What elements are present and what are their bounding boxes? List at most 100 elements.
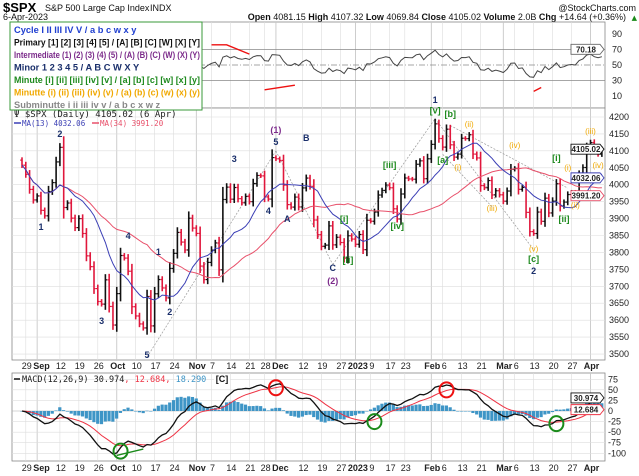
price-axis-label: 4200 bbox=[609, 112, 629, 122]
price-bar bbox=[471, 129, 475, 160]
date-axis-label: 12 bbox=[299, 463, 309, 473]
rsi-axis-label: 30 bbox=[612, 76, 622, 86]
macd-histogram-bar bbox=[187, 396, 191, 411]
date-axis-label: 27 bbox=[568, 463, 578, 473]
rsi-axis-label: 90 bbox=[612, 29, 622, 39]
macd-histogram-bar bbox=[535, 411, 539, 418]
macd-histogram-bar bbox=[103, 411, 107, 422]
price-bar bbox=[228, 183, 233, 204]
macd-histogram-bar bbox=[387, 402, 392, 411]
macd-histogram-bar bbox=[259, 406, 263, 411]
open-value: 4081.15 bbox=[273, 12, 306, 22]
wave-label-minor: C bbox=[330, 263, 337, 273]
wave-label-minute: [ii] bbox=[558, 214, 569, 224]
c-label-bg bbox=[214, 374, 230, 385]
price-bar bbox=[437, 119, 441, 143]
date-axis-label: Nov bbox=[189, 361, 206, 371]
macd-histogram-bar bbox=[39, 411, 43, 417]
macd-histogram-bar bbox=[50, 411, 54, 414]
macd-histogram-bar bbox=[296, 411, 301, 418]
macd-histogram-bar bbox=[171, 400, 176, 411]
legend-intermediate: Intermediate (1) (2) (3) (4) (5) / (A) (… bbox=[14, 50, 200, 60]
date-axis-label: 10 bbox=[132, 463, 142, 473]
date-axis-label: 24 bbox=[170, 361, 180, 371]
macd-histogram-bar bbox=[494, 411, 498, 421]
price-axis-label: 3500 bbox=[609, 349, 629, 359]
wave-label-minutte: (iv) bbox=[593, 161, 604, 170]
macd-histogram-bar bbox=[300, 411, 304, 417]
date-axis-label: 17 bbox=[151, 361, 161, 371]
date-axis-label: Dec bbox=[272, 463, 289, 473]
legend-subminutte: Subminutte i ii iii iv v / a b c x w z bbox=[14, 100, 161, 110]
price-bar bbox=[118, 247, 123, 302]
date-axis-label: 13 bbox=[458, 463, 468, 473]
ma13-label: MA(13) 4032.06 bbox=[22, 119, 86, 128]
macd-histogram-bar bbox=[566, 408, 570, 411]
price-bar bbox=[501, 191, 506, 205]
date-axis-label: Oct bbox=[110, 463, 125, 473]
macd-histogram-bar bbox=[232, 401, 236, 411]
macd-signal-circle bbox=[112, 442, 129, 460]
price-bar bbox=[39, 191, 43, 215]
legend-primary: Primary [1] [2] [3] [4] [5] / [A] [B] [C… bbox=[14, 38, 200, 48]
ma13-tag-value: 4032.06 bbox=[572, 174, 601, 183]
wave-label-minor: 4 bbox=[266, 206, 271, 216]
wave-label-minor: A bbox=[284, 214, 291, 224]
price-axis-label: 3700 bbox=[609, 281, 629, 291]
macd-axis-label: -50 bbox=[608, 427, 621, 437]
price-bar bbox=[323, 242, 327, 249]
wave-trendline bbox=[442, 154, 493, 207]
price-axis-label: 3600 bbox=[609, 315, 629, 325]
macd-histogram-bar bbox=[126, 407, 130, 411]
macd-signal-circle bbox=[366, 413, 383, 431]
macd-histogram-bar bbox=[179, 396, 183, 411]
price-bar bbox=[42, 207, 47, 219]
wave-label-minutte: (ii) bbox=[465, 120, 474, 129]
macd-histogram-bar bbox=[99, 411, 104, 425]
price-bar bbox=[387, 182, 392, 191]
macd-tag: 30.974 bbox=[570, 392, 605, 404]
price-bar bbox=[190, 214, 195, 232]
macd-histogram-bar bbox=[137, 411, 141, 413]
price-bar bbox=[156, 275, 161, 298]
macd-histogram-bar bbox=[202, 406, 206, 411]
macd-histogram-bar bbox=[478, 411, 483, 418]
price-bar bbox=[149, 290, 153, 333]
macd-histogram-bar bbox=[425, 405, 430, 411]
ma13-tag-box bbox=[570, 172, 605, 184]
date-axis-label: 13 bbox=[530, 463, 540, 473]
ma34-line bbox=[21, 164, 602, 279]
macd-histogram-bar bbox=[107, 411, 111, 422]
signal-tag-box bbox=[570, 404, 605, 416]
price-bar bbox=[399, 188, 403, 225]
price-bar bbox=[141, 321, 146, 331]
price-bar bbox=[168, 261, 172, 305]
date-axis-label: 21 bbox=[245, 361, 255, 371]
signal-tag: 12.684 bbox=[570, 404, 605, 416]
legend-minutte: Minutte (i) (ii) (iii) (iv) (v) / (a) (b… bbox=[14, 88, 200, 98]
wave-legend-box bbox=[9, 21, 203, 111]
price-bar bbox=[84, 228, 89, 262]
macd-histogram-bar bbox=[361, 411, 365, 414]
price-bar bbox=[361, 230, 365, 255]
price-axis-label: 3800 bbox=[609, 247, 629, 257]
ma13-tag: 4032.06 bbox=[570, 172, 605, 184]
price-bar bbox=[353, 236, 358, 248]
price-bar bbox=[194, 225, 199, 237]
wave-label-minute: [iv] bbox=[390, 221, 404, 231]
date-axis-label: 27 bbox=[336, 361, 346, 371]
price-bar bbox=[247, 193, 252, 205]
price-bar bbox=[111, 301, 115, 330]
price-bar bbox=[418, 158, 422, 167]
macd-histogram-bar bbox=[482, 411, 486, 420]
price-bar bbox=[179, 228, 183, 246]
price-bar bbox=[114, 286, 119, 332]
macd-histogram-bar bbox=[73, 411, 77, 416]
macd-label: MACD(12,26,9) bbox=[22, 375, 89, 385]
macd-histogram-bar bbox=[293, 411, 297, 417]
date-axis-label: Mar bbox=[496, 361, 513, 371]
macd-histogram-bar bbox=[266, 410, 270, 411]
macd-histogram-bar bbox=[437, 403, 441, 411]
price-axis-label: 3950 bbox=[609, 197, 629, 207]
wave-label-minor: 3 bbox=[99, 316, 104, 326]
